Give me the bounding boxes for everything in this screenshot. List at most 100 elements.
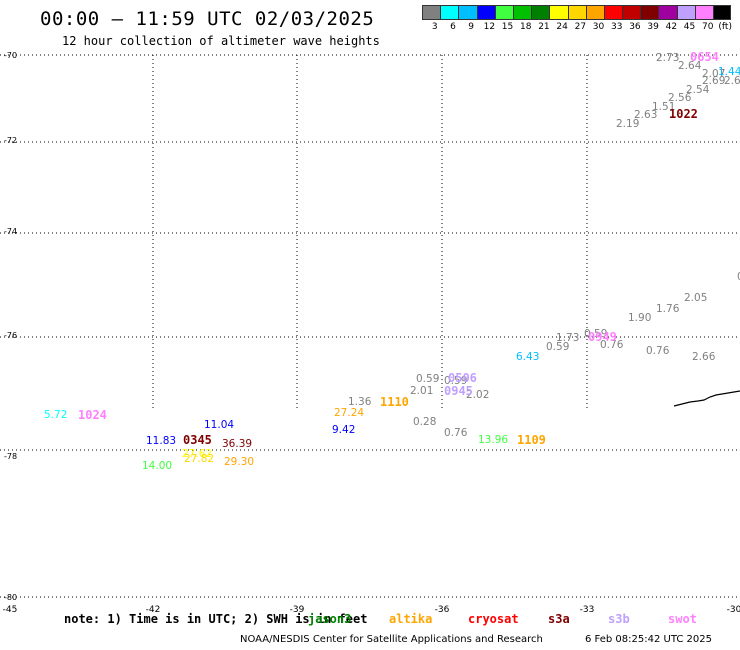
latitude-label: -78 — [4, 452, 18, 461]
colorbar-label: 70 — [702, 22, 714, 32]
colorbar-swatch — [603, 5, 623, 20]
wave-height-colorbar — [422, 5, 732, 20]
wave-height-value: 2.02 — [466, 389, 490, 401]
colorbar-swatch — [694, 5, 713, 20]
wave-height-value: 1.73 — [556, 332, 580, 344]
wave-height-value: 0.76 — [600, 339, 624, 351]
wave-height-value: 0.76 — [646, 345, 670, 357]
colorbar-label: 45 — [683, 22, 696, 32]
wave-height-value: 2.54 — [686, 84, 710, 96]
latitude-label: -74 — [4, 227, 18, 236]
latitude-label: -76 — [4, 331, 18, 340]
longitude-label: -30 — [726, 605, 740, 615]
wave-height-value: 1.44 — [718, 66, 740, 78]
colorbar-swatch — [549, 5, 568, 20]
colorbar-label: 21 — [538, 22, 550, 32]
wave-height-value: 5.72 — [44, 409, 68, 421]
longitude-label: -36 — [434, 605, 450, 615]
colorbar-label: 33 — [611, 22, 623, 32]
latitude-label: -80 — [4, 593, 18, 602]
wave-height-value: 27.82 — [184, 453, 215, 465]
wave-height-value: 27.24 — [334, 407, 365, 419]
coastline — [673, 390, 740, 407]
colorbar-swatch — [476, 5, 495, 20]
longitude-label: -42 — [145, 605, 161, 615]
colorbar-label: 6 — [450, 22, 456, 32]
wave-height-value: 2.63 — [634, 109, 658, 121]
pass-time-label: 0345 — [183, 433, 212, 447]
pass-time-label: 1110 — [380, 395, 409, 409]
wave-height-value: 2.66 — [692, 351, 716, 363]
satellite-legend-item: swot — [668, 612, 697, 626]
wave-height-value: 14.00 — [142, 460, 173, 472]
wave-height-value: 1.36 — [348, 396, 372, 408]
longitude-label: -45 — [2, 605, 18, 615]
colorbar-swatch — [512, 5, 532, 20]
colorbar-label: 39 — [647, 22, 659, 32]
colorbar-swatch — [494, 5, 513, 20]
colorbar-swatch — [440, 5, 459, 20]
pass-time-label: 1109 — [517, 433, 546, 447]
wave-height-value: 11.04 — [204, 419, 235, 431]
satellite-legend-item: altika — [389, 612, 433, 626]
colorbar-swatch — [713, 5, 732, 20]
graticule — [0, 54, 740, 598]
colorbar-label: 15 — [501, 22, 514, 32]
wave-height-value: 2.07 — [702, 68, 726, 80]
colorbar-label: 30 — [592, 22, 605, 32]
colorbar-swatch — [658, 5, 677, 20]
wave-height-value: 6.43 — [516, 351, 540, 363]
footer-note: note: 1) Time is in UTC; 2) SWH is in fe… — [64, 612, 368, 626]
wave-height-value: 0.28 — [413, 416, 437, 428]
wave-height-value: 27.62 — [182, 448, 213, 460]
wave-height-value: 1.90 — [628, 312, 652, 324]
latitude-label: -70 — [4, 51, 18, 60]
wave-height-value: 2.01 — [410, 385, 434, 397]
wave-height-value: 2.05 — [684, 292, 708, 304]
wave-height-value: 13.96 — [478, 434, 509, 446]
wave-height-value: 11.83 — [146, 435, 177, 447]
latitude-label: -72 — [4, 136, 18, 145]
pass-time-label: 0654 — [690, 50, 719, 64]
wave-height-value: 2.56 — [668, 92, 692, 104]
colorbar-swatch — [422, 5, 441, 20]
wave-height-value: 0.59 — [444, 375, 468, 387]
satellite-legend-item: s3b — [608, 612, 630, 626]
map-title: 00:00 – 11:59 UTC 02/03/2025 — [40, 8, 375, 30]
satellite-legend-item: s3a — [548, 612, 570, 626]
pass-time-label: 1024 — [78, 408, 107, 422]
wave-height-value: 0 — [737, 271, 740, 283]
wave-height-value: 2.6 — [724, 75, 740, 87]
wave-height-value: 36.39 — [222, 438, 253, 450]
pass-time-label: 0949 — [588, 330, 617, 344]
wave-height-value: 0.59 — [584, 328, 608, 340]
longitude-label: -33 — [579, 605, 595, 615]
pass-time-label: 1022 — [669, 107, 698, 121]
satellite-legend-item: jason3 — [308, 612, 352, 626]
colorbar-swatch — [458, 5, 477, 20]
map-subtitle: 12 hour collection of altimeter wave hei… — [62, 34, 380, 48]
colorbar-swatch — [622, 5, 641, 20]
colorbar-label: 18 — [520, 22, 532, 32]
colorbar-swatch — [676, 5, 695, 20]
longitude-label: -39 — [289, 605, 305, 615]
colorbar-label: 12 — [483, 22, 496, 32]
pass-time-label: 0945 — [444, 384, 473, 398]
satellite-legend-item: cryosat — [468, 612, 519, 626]
wave-height-value: 2.64 — [678, 60, 702, 72]
generated-timestamp: 6 Feb 08:25:42 UTC 2025 — [585, 634, 712, 645]
wave-height-value: 9.42 — [332, 424, 356, 436]
colorbar-label: 27 — [574, 22, 587, 32]
wave-height-value: 1.51 — [652, 101, 676, 113]
colorbar-label: 36 — [629, 22, 641, 32]
colorbar-swatch — [531, 5, 550, 20]
colorbar-label: 3 — [431, 22, 438, 32]
wave-height-value: 0.59 — [546, 341, 570, 353]
wave-height-value: 0.76 — [444, 427, 468, 439]
wave-height-value: 1.76 — [656, 303, 680, 315]
colorbar-label: 9 — [468, 22, 474, 32]
colorbar-swatch — [567, 5, 586, 20]
colorbar-swatch — [585, 5, 604, 20]
wave-height-value: 29.30 — [224, 456, 255, 468]
